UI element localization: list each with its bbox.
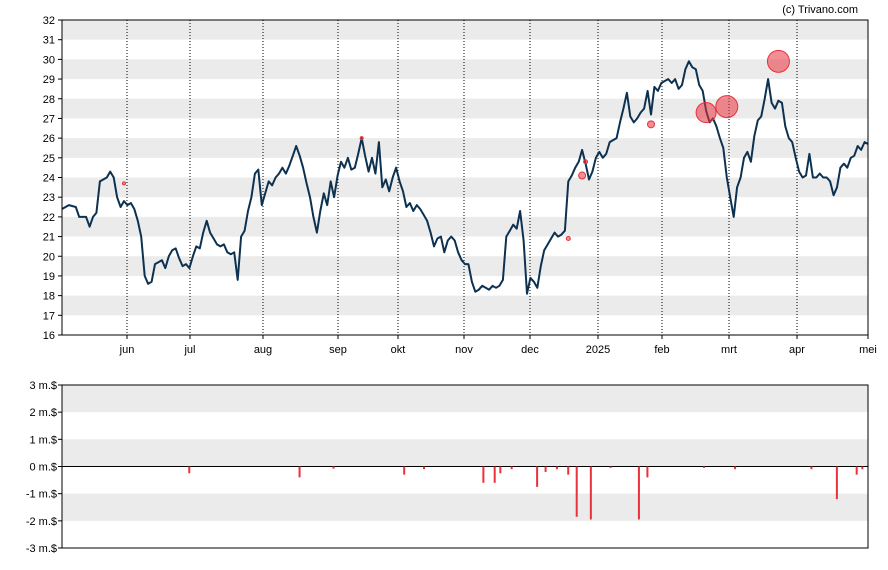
trade-bubble	[696, 103, 716, 123]
y-tick-label: 17	[43, 310, 55, 322]
volume-bar	[494, 467, 496, 483]
volume-bar	[403, 467, 405, 475]
volume-y-tick-label: -2 m.$	[26, 516, 57, 528]
trade-bubble	[566, 237, 570, 241]
x-tick-label: jul	[183, 344, 195, 356]
volume-bar	[423, 467, 425, 470]
volume-bar	[482, 467, 484, 483]
trade-bubble	[648, 121, 655, 128]
volume-bar	[567, 467, 569, 475]
x-tick-label: feb	[654, 344, 669, 356]
volume-bar	[536, 467, 538, 487]
trade-bubble	[767, 50, 789, 72]
price-band	[62, 99, 868, 119]
volume-bar	[646, 467, 648, 478]
volume-bar	[810, 467, 812, 470]
volume-bar	[590, 467, 592, 520]
price-band	[62, 178, 868, 198]
price-band	[62, 138, 868, 158]
volume-band	[62, 494, 868, 521]
volume-y-tick-label: 0 m.$	[29, 462, 57, 474]
volume-band	[62, 439, 868, 466]
trade-bubble	[716, 96, 738, 118]
y-tick-label: 30	[43, 54, 55, 66]
y-tick-label: 32	[43, 15, 55, 27]
y-tick-label: 24	[43, 173, 55, 185]
price-band	[62, 59, 868, 79]
y-tick-label: 20	[43, 251, 55, 263]
y-tick-label: 29	[43, 74, 55, 86]
volume-bar	[734, 467, 736, 470]
y-tick-label: 21	[43, 232, 55, 244]
x-tick-label: dec	[521, 344, 539, 356]
x-tick-label: 2025	[586, 344, 610, 356]
price-band	[62, 20, 868, 40]
price-y-axis: 16 17 18 19 20 21 22 23 24 25 26 27 28 29 30 31 32	[43, 15, 62, 342]
y-tick-label: 19	[43, 271, 55, 283]
price-chart-bands	[62, 20, 868, 315]
trade-bubble	[123, 182, 126, 185]
volume-bar	[556, 467, 558, 470]
volume-bar	[332, 467, 334, 469]
y-tick-label: 25	[43, 153, 55, 165]
x-tick-label: apr	[789, 344, 805, 356]
volume-y-tick-label: 2 m.$	[29, 407, 57, 419]
volume-bar	[856, 467, 858, 475]
volume-y-tick-label: 1 m.$	[29, 434, 57, 446]
volume-bar	[638, 467, 640, 520]
y-tick-label: 26	[43, 133, 55, 145]
x-tick-label: jun	[119, 344, 135, 356]
volume-bar	[511, 467, 513, 470]
price-band	[62, 217, 868, 237]
volume-bar	[861, 467, 863, 470]
volume-y-tick-label: -1 m.$	[26, 489, 57, 501]
volume-bar	[576, 467, 578, 517]
volume-bar	[499, 467, 501, 474]
y-tick-label: 31	[43, 35, 55, 47]
volume-bar	[299, 467, 301, 478]
x-tick-label: mrt	[721, 344, 737, 356]
volume-bar	[188, 467, 190, 474]
volume-chart-bands	[62, 385, 868, 521]
source-label: (c) Trivano.com	[782, 4, 858, 16]
y-tick-label: 16	[43, 330, 55, 342]
y-tick-label: 27	[43, 113, 55, 125]
volume-y-tick-label: 3 m.$	[29, 380, 57, 392]
y-tick-label: 18	[43, 291, 55, 303]
x-tick-label: sep	[329, 344, 347, 356]
volume-bar	[545, 467, 547, 472]
x-tick-label: mei	[859, 344, 877, 356]
trade-bubble	[584, 160, 588, 164]
x-tick-label: nov	[455, 344, 473, 356]
volume-bar	[703, 467, 705, 468]
x-tick-label: okt	[391, 344, 406, 356]
volume-bar	[610, 467, 612, 468]
month-x-axis: jun jul aug sep okt nov dec 2025 feb mrt apr mei	[119, 335, 877, 356]
price-band	[62, 296, 868, 316]
volume-bar	[836, 467, 838, 500]
volume-y-tick-label: -3 m.$	[26, 543, 57, 555]
y-tick-label: 28	[43, 94, 55, 106]
x-tick-label: aug	[254, 344, 272, 356]
trade-bubble	[360, 137, 363, 140]
y-tick-label: 22	[43, 212, 55, 224]
y-tick-label: 23	[43, 192, 55, 204]
trade-bubble	[579, 172, 586, 179]
volume-band	[62, 385, 868, 412]
